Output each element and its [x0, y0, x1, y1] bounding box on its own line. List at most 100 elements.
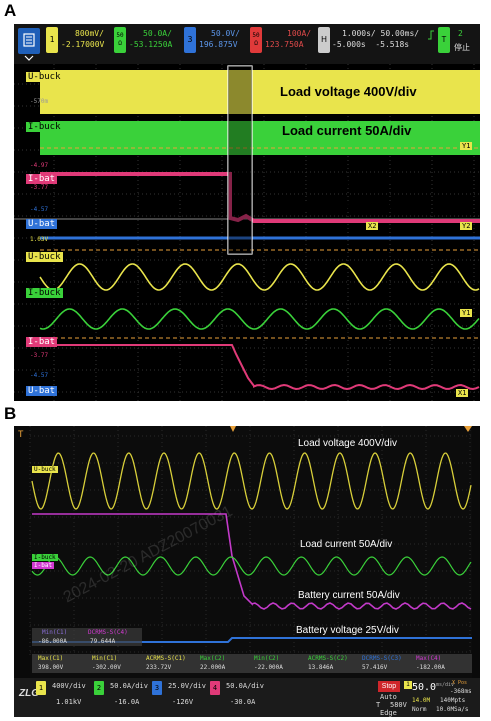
value-6: -3.77 [30, 352, 49, 359]
bottom-channel-4-scale[interactable]: 50.0A/div [226, 682, 264, 690]
horizontal-settings[interactable]: 1.000s/ 50.00ms/ -5.000s -5.518s [332, 28, 419, 56]
channel-3-badge[interactable]: 3 [184, 27, 196, 53]
measure-value-2: 79.644A [90, 638, 116, 645]
annotation-battery-current-a: Battery current 100A/div [268, 174, 419, 189]
channel-3-number: 3 [187, 35, 193, 44]
value-3: -3.77 [30, 184, 49, 191]
annotation-load-voltage-b: Load voltage 400V/div [298, 438, 397, 449]
channel-1-offset: -2.17000V [61, 40, 105, 49]
label-i-buck-bottom: I-buck [26, 288, 63, 298]
scope-header-bar: 1 800mV/ -2.17000V 50 Ω 50.0A/ -53.1250A 3… [14, 24, 480, 64]
measure-value-7: 57.416V [362, 664, 388, 671]
panel-a-letter: A [4, 1, 17, 20]
measure-value-1: -86.000A [38, 638, 67, 645]
marker-x1[interactable]: X1 [456, 389, 469, 397]
menu-list-icon [23, 33, 35, 47]
channel-4-badge[interactable]: 50 Ω [250, 27, 262, 53]
measure-header-2: DCRMS-S(C4) [88, 629, 128, 636]
oscilloscope-screen-a: 1 800mV/ -2.17000V 50 Ω 50.0A/ -53.1250A 3… [14, 24, 480, 401]
channel-2-offset: -53.1250A [129, 40, 173, 49]
value-5: 1.03V [30, 236, 49, 243]
channel-3-settings[interactable]: 50.0V/196.875V [199, 28, 240, 56]
measure-header-4: Max(C2) [200, 655, 226, 662]
waveform-area-b [29, 426, 472, 678]
trigger-type: T [376, 701, 381, 709]
stop-button[interactable]: Stop [378, 681, 400, 692]
bottom-channel-3-scale[interactable]: 25.0V/div [168, 682, 206, 690]
marker-y2[interactable]: Y2 [460, 222, 473, 230]
channel-4-offset: 123.750A [265, 40, 304, 49]
horizontal-delay-2: -5.518s [375, 40, 410, 49]
channel-1-settings[interactable]: 800mV/ -2.17000V [61, 28, 104, 56]
u-buck-band [40, 70, 480, 114]
measure-value-6: 13.846A [308, 664, 334, 671]
trigger-time-marker [230, 426, 236, 432]
bottom-channel-1-badge[interactable]: 1 [36, 681, 46, 695]
horizontal-badge[interactable]: H [318, 27, 330, 53]
channel-3-scale: 50.0V/ [211, 29, 240, 38]
bottom-bar: ZLG 1 400V/div 1.01kV 2 50.0A/div -16.0A 3 25.0… [14, 678, 480, 717]
bottom-channel-3-offset: -126V [172, 698, 194, 706]
xpos-value: -368ms [450, 688, 472, 695]
measure-value-4: 22.000A [200, 664, 226, 671]
bottom-channel-1-scale[interactable]: 400V/div [52, 682, 86, 690]
annotation-battery-current-b: Battery current 50A/div [298, 590, 400, 601]
trigger-edge: Edge [380, 709, 397, 717]
annotation-load-voltage-a: Load voltage 400V/div [280, 84, 417, 99]
channel-4-settings[interactable]: 100A/123.750A [265, 28, 311, 56]
label-i-buck-b: I-buck [32, 554, 58, 561]
measure-value-1: 398.00V [38, 664, 64, 671]
channel-1-badge[interactable]: 1 [46, 27, 58, 53]
marker-y1-top[interactable]: Y1 [460, 142, 473, 150]
measure-value-8: -182.00A [416, 664, 445, 671]
trigger-channel-badge: 1 [404, 681, 412, 689]
bottom-channel-2-scale[interactable]: 50.0A/div [110, 682, 148, 690]
label-i-bat-bottom: I-bat [26, 337, 58, 347]
channel-3-offset: 196.875V [199, 40, 238, 49]
bottom-channel-2-offset: -16.0A [114, 698, 140, 706]
marker-x2[interactable]: X2 [366, 222, 379, 230]
oscilloscope-screen-b: T U-buck I-buck I-bat 2024-02-20 ADZ2007… [14, 426, 480, 717]
label-u-bat-bottom: U-bat [26, 386, 58, 396]
value-1: -570m [30, 98, 49, 105]
trigger-mode[interactable]: Auto [380, 693, 397, 701]
trigger-position-marker[interactable]: T [18, 430, 24, 440]
label-u-buck-bottom: U-buck [26, 252, 63, 262]
bottom-channel-4-badge[interactable]: 4 [210, 681, 220, 695]
measure-row-1: Min(C1) DCRMS-S(C4) -86.000A 79.644A [32, 628, 142, 646]
sample-rate: 10.0MSa/s [436, 706, 469, 713]
bottom-channel-2-badge[interactable]: 2 [94, 681, 104, 695]
xpos-label: X Pos [452, 680, 468, 686]
trigger-badge[interactable]: T [438, 27, 450, 53]
horizontal-delay: -5.000s [332, 40, 366, 49]
waveform-area-a [14, 64, 480, 401]
label-u-bat-top: U-bat [26, 219, 58, 229]
timebase-unit: ms/div [436, 682, 455, 688]
zlg-logo: ZLG [19, 688, 39, 699]
label-i-bat-b: I-bat [32, 562, 55, 569]
marker-y1-bottom[interactable]: Y1 [460, 309, 473, 317]
channel-2-settings[interactable]: 50.0A/ -53.1250A [129, 28, 172, 56]
timebase-value[interactable]: 50.0 [412, 682, 437, 693]
i-bat-trace-bottom [40, 344, 480, 391]
zoom-window [227, 65, 253, 255]
bottom-channel-1-offset: 1.01kV [56, 698, 82, 706]
memory-rate: 140Mpts [440, 697, 466, 704]
run-status[interactable]: 停止 [454, 43, 470, 52]
measure-header-5: Min(C2) [254, 655, 280, 662]
chevron-down-icon [24, 55, 34, 61]
measure-value-2: -302.00V [92, 664, 121, 671]
trigger-badge-label: T [441, 35, 447, 44]
bottom-channel-3-badge[interactable]: 3 [152, 681, 162, 695]
right-edge-marker [464, 426, 472, 432]
measure-header-8: Max(C4) [416, 655, 442, 662]
label-u-buck-b: U-buck [32, 466, 58, 473]
menu-button[interactable] [18, 28, 40, 54]
u-buck-trace-bottom [39, 263, 480, 291]
zoom-window-shade [228, 66, 252, 254]
value-4: -4.57 [30, 206, 49, 213]
i-bat-trace-top [40, 172, 480, 223]
channel-4-scale: 100A/ [287, 29, 312, 38]
channel-2-badge[interactable]: 50 Ω [114, 27, 126, 53]
trigger-level: 580V [390, 701, 407, 709]
